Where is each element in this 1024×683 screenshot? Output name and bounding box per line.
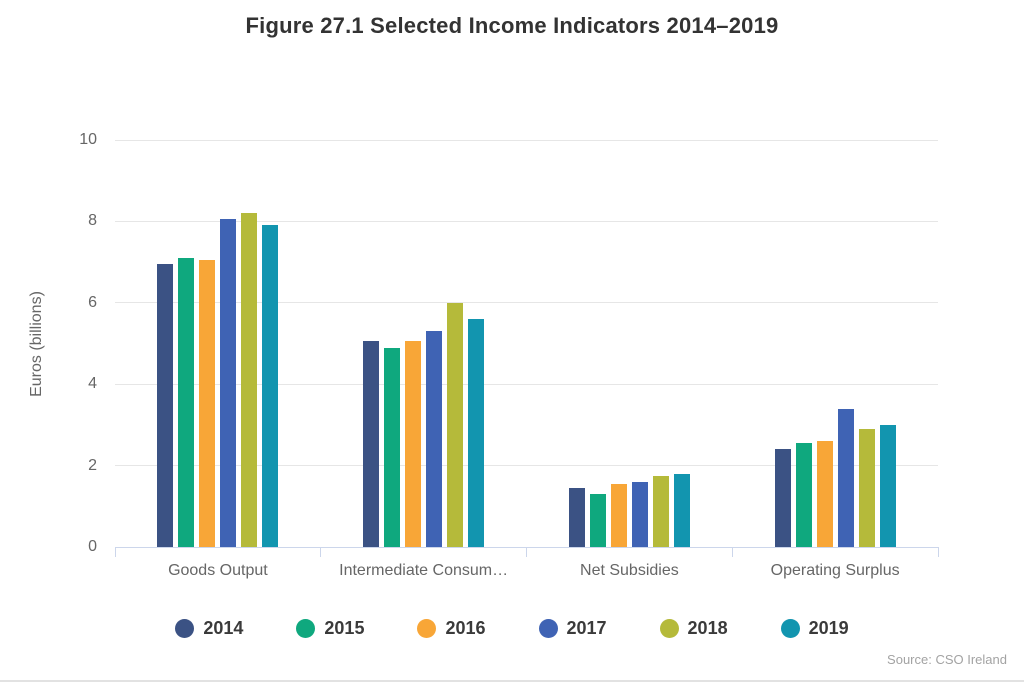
- legend-item-label: 2014: [203, 618, 244, 638]
- legend-item-label: 2019: [808, 618, 849, 638]
- legend-item-2017[interactable]: 2017: [538, 618, 607, 639]
- bar-2016-category-0[interactable]: [199, 260, 215, 547]
- y-tick-label: 4: [88, 375, 97, 393]
- y-tick-label: 6: [88, 293, 97, 311]
- legend-item-label: 2018: [687, 618, 728, 638]
- x-axis-tick: [526, 547, 527, 557]
- gridline: [115, 383, 938, 385]
- chart-title: Figure 27.1 Selected Income Indicators 2…: [245, 13, 779, 38]
- legend-item-label: 2015: [324, 618, 365, 638]
- bar-2017-category-1[interactable]: [426, 331, 442, 547]
- bar-2019-category-2[interactable]: [674, 474, 690, 547]
- y-tick-label: 8: [88, 212, 97, 230]
- legend-item-2015[interactable]: 2015: [296, 618, 364, 639]
- gridline: [115, 139, 938, 141]
- legend-item-label: 2017: [566, 618, 607, 638]
- y-tick-label: 10: [79, 131, 97, 148]
- bar-2014-category-0[interactable]: [157, 264, 173, 547]
- bar-2019-category-3[interactable]: [880, 425, 896, 547]
- legend-marker-icon: [780, 619, 800, 638]
- x-axis-tick: [731, 547, 733, 557]
- legend-marker-icon: [417, 619, 437, 638]
- source-credit: Source: CSO Ireland: [887, 652, 1007, 667]
- gridline: [115, 302, 938, 304]
- legend-item-2019[interactable]: 2019: [780, 618, 849, 639]
- legend-marker-icon: [659, 619, 679, 638]
- bar-2014-category-3[interactable]: [775, 449, 791, 547]
- bottom-border: [0, 680, 1024, 682]
- bar-2019-category-0[interactable]: [262, 225, 278, 547]
- bar-2015-category-1[interactable]: [384, 348, 400, 547]
- bar-2014-category-2[interactable]: [569, 488, 585, 547]
- x-axis-tick: [320, 547, 322, 557]
- gridline: [115, 220, 938, 222]
- bar-2017-category-3[interactable]: [838, 409, 854, 547]
- y-tick-label: 2: [88, 456, 97, 474]
- legend-item-label: 2016: [445, 618, 486, 638]
- legend: 2014 2015 2016 2017 2018 2019: [0, 618, 1024, 639]
- legend-item-2016[interactable]: 2016: [417, 618, 486, 639]
- bar-2018-category-1[interactable]: [447, 303, 463, 547]
- category-label: Intermediate Consum…: [339, 562, 509, 579]
- bar-2015-category-2[interactable]: [590, 494, 606, 547]
- bar-2014-category-1[interactable]: [363, 341, 379, 547]
- y-axis-title: Euros (billions): [28, 291, 45, 397]
- bar-2016-category-2[interactable]: [611, 484, 627, 547]
- bar-2018-category-3[interactable]: [859, 429, 875, 547]
- x-axis-tick: [114, 547, 116, 557]
- bar-2017-category-0[interactable]: [220, 219, 236, 547]
- legend-marker-icon: [296, 619, 316, 638]
- bar-2016-category-3[interactable]: [817, 441, 833, 547]
- y-tick-label: 0: [88, 538, 97, 555]
- legend-item-2018[interactable]: 2018: [659, 618, 728, 639]
- bar-2018-category-0[interactable]: [241, 213, 257, 547]
- category-label: Goods Output: [168, 562, 268, 579]
- bar-2015-category-3[interactable]: [796, 443, 812, 547]
- bar-2015-category-0[interactable]: [178, 258, 194, 547]
- gridline: [115, 465, 938, 467]
- x-axis-tick: [937, 547, 939, 557]
- bar-2016-category-1[interactable]: [405, 341, 421, 547]
- legend-marker-icon: [175, 619, 195, 638]
- category-label: Operating Surplus: [770, 562, 900, 579]
- legend-marker-icon: [538, 619, 558, 638]
- bar-2019-category-1[interactable]: [468, 319, 484, 547]
- category-label: Net Subsidies: [580, 562, 679, 579]
- bar-2017-category-2[interactable]: [632, 482, 648, 547]
- legend-item-2014[interactable]: 2014: [175, 618, 243, 639]
- bar-2018-category-2[interactable]: [653, 476, 669, 547]
